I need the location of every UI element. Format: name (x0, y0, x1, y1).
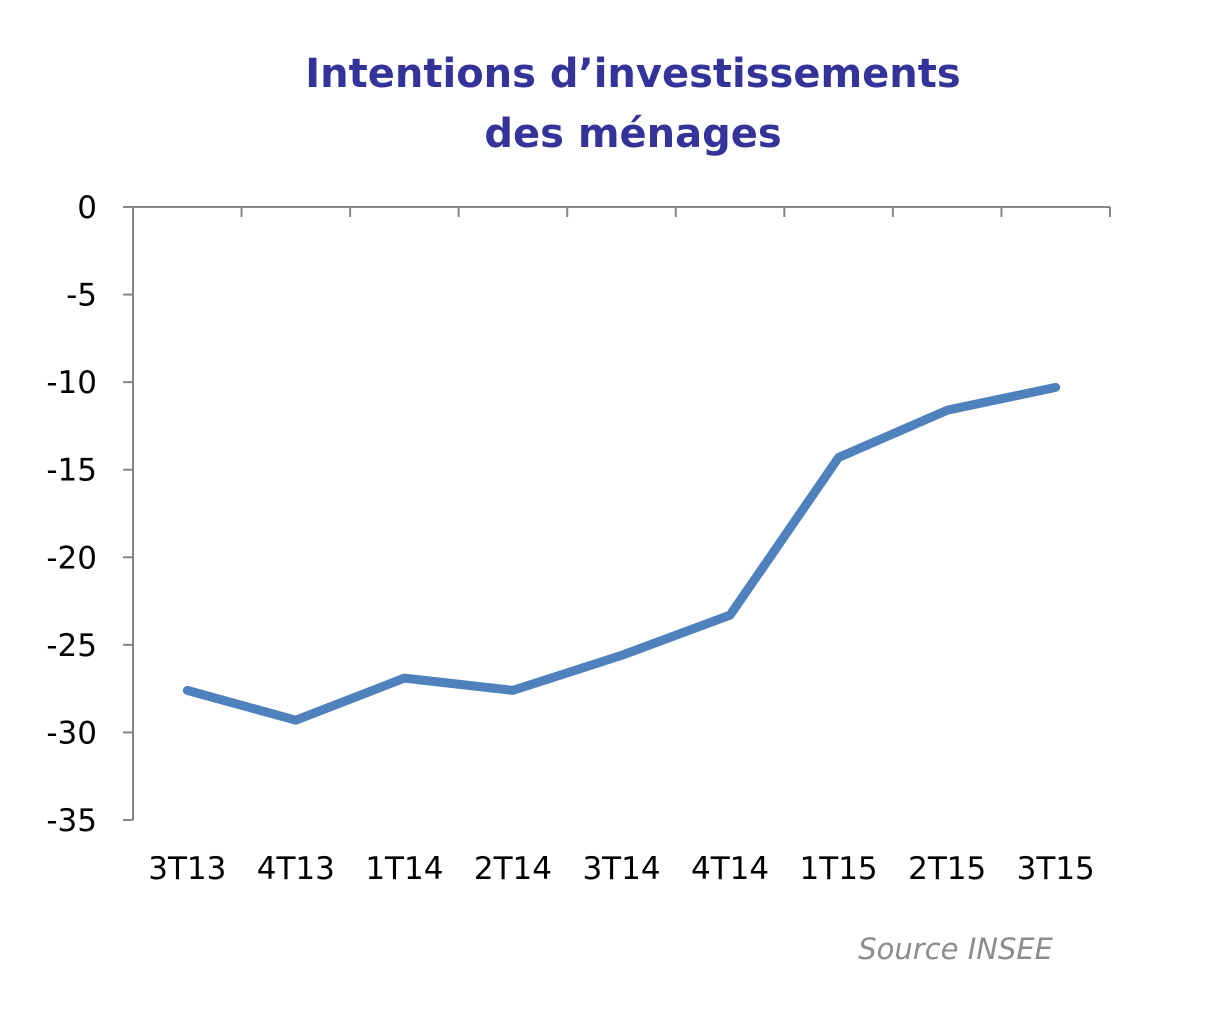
x-tick-label: 3T15 (1017, 851, 1095, 887)
x-tick-label: 3T14 (582, 851, 660, 887)
x-tick-label: 3T13 (148, 851, 226, 887)
chart-title-line-1: Intentions d’investissements (305, 51, 960, 97)
chart-title-line-2: des ménages (484, 111, 781, 157)
x-tick-label: 2T14 (474, 851, 552, 887)
x-tick-label: 1T14 (365, 851, 443, 887)
y-tick-label: -15 (46, 453, 97, 489)
x-tick-label: 4T13 (257, 851, 335, 887)
y-tick-label: -35 (46, 803, 97, 839)
source-note: Source INSEE (858, 932, 1053, 966)
x-tick-label: 2T15 (908, 851, 986, 887)
x-tick-label: 1T15 (800, 851, 878, 887)
series-line (182, 382, 1061, 725)
y-tick-label: -30 (46, 715, 97, 751)
x-axis-tick-labels: 3T13 4T13 1T14 2T14 3T14 4T14 1T15 2T15 3T15 (148, 851, 1095, 887)
y-tick-label: -20 (46, 540, 97, 576)
y-axis-tick-labels: 0 -5 -10 -15 -20 -25 -30 -35 (46, 190, 97, 839)
y-tick-label: 0 (77, 190, 97, 226)
y-tick-label: -5 (66, 278, 97, 314)
x-tick-label: 4T14 (691, 851, 769, 887)
y-tick-label: -25 (46, 628, 97, 664)
y-tick-label: -10 (46, 365, 97, 401)
y-axis-ticks (123, 206, 133, 821)
x-axis-ticks (132, 207, 1111, 217)
